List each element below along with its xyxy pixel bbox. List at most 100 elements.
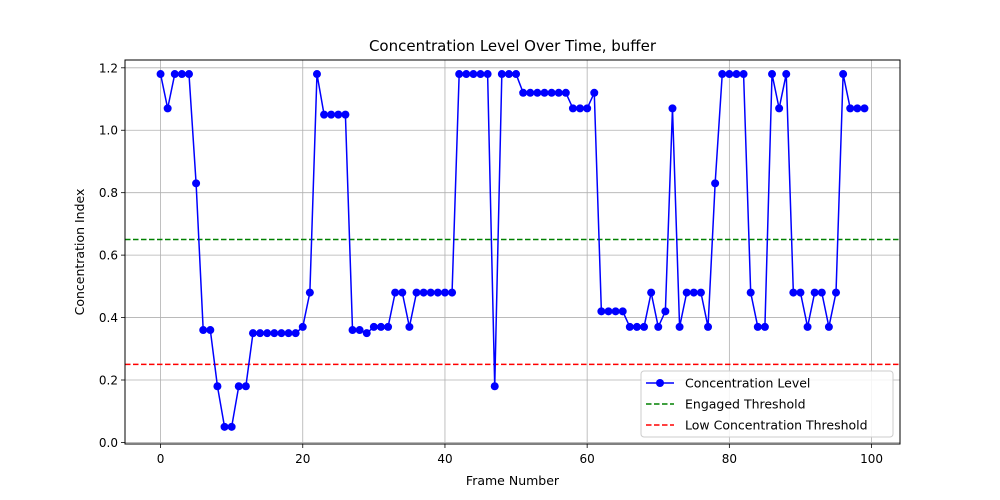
data-point bbox=[632, 322, 641, 331]
data-point bbox=[227, 422, 236, 431]
data-point bbox=[341, 110, 350, 119]
data-point bbox=[668, 104, 677, 113]
data-point bbox=[832, 288, 841, 297]
data-point bbox=[277, 329, 286, 338]
data-point bbox=[768, 70, 777, 79]
data-point bbox=[554, 88, 563, 97]
data-point bbox=[675, 322, 684, 331]
data-point bbox=[184, 70, 193, 79]
data-point bbox=[760, 322, 769, 331]
data-point bbox=[704, 322, 713, 331]
data-point bbox=[348, 326, 357, 335]
data-point bbox=[291, 329, 300, 338]
data-point bbox=[170, 70, 179, 79]
data-point bbox=[732, 70, 741, 79]
x-axis-title: Frame Number bbox=[466, 473, 560, 488]
threshold-lines bbox=[125, 238, 900, 366]
data-point bbox=[355, 326, 364, 335]
data-point bbox=[533, 88, 542, 97]
data-point bbox=[860, 104, 869, 113]
data-point bbox=[568, 104, 577, 113]
data-point bbox=[682, 288, 691, 297]
data-point bbox=[725, 70, 734, 79]
data-point bbox=[746, 288, 755, 297]
data-point bbox=[220, 422, 229, 431]
data-point bbox=[376, 322, 385, 331]
data-point bbox=[497, 70, 506, 79]
data-point bbox=[241, 382, 250, 391]
data-point bbox=[718, 70, 727, 79]
data-point bbox=[263, 329, 272, 338]
data-point bbox=[312, 70, 321, 79]
data-point bbox=[234, 382, 243, 391]
data-point bbox=[753, 322, 762, 331]
data-point bbox=[199, 326, 208, 335]
data-point bbox=[398, 288, 407, 297]
y-tick-label: 0.0 bbox=[99, 436, 118, 450]
y-axis-title: Concentration Index bbox=[72, 189, 87, 316]
grid-lines bbox=[125, 60, 900, 444]
data-point bbox=[839, 70, 848, 79]
legend-label-concentration: Concentration Level bbox=[685, 376, 810, 391]
data-point bbox=[334, 110, 343, 119]
data-point bbox=[739, 70, 748, 79]
data-point bbox=[640, 322, 649, 331]
data-point bbox=[419, 288, 428, 297]
data-point bbox=[817, 288, 826, 297]
data-point bbox=[775, 104, 784, 113]
legend-label-low: Low Concentration Threshold bbox=[685, 418, 868, 433]
data-point bbox=[789, 288, 798, 297]
data-point bbox=[597, 307, 606, 316]
data-point bbox=[391, 288, 400, 297]
data-point bbox=[583, 104, 592, 113]
data-point bbox=[384, 322, 393, 331]
data-point bbox=[213, 382, 222, 391]
data-point bbox=[611, 307, 620, 316]
x-tick-label: 0 bbox=[157, 452, 165, 466]
data-point bbox=[448, 288, 457, 297]
data-point bbox=[647, 288, 656, 297]
data-point bbox=[782, 70, 791, 79]
chart-title: Concentration Level Over Time, buffer bbox=[369, 37, 657, 55]
data-point bbox=[476, 70, 485, 79]
data-point bbox=[625, 322, 634, 331]
data-point bbox=[405, 322, 414, 331]
data-point bbox=[156, 70, 165, 79]
y-tick-label: 0.6 bbox=[99, 249, 118, 263]
data-point bbox=[689, 288, 698, 297]
data-point bbox=[547, 88, 556, 97]
data-point bbox=[305, 288, 314, 297]
data-point bbox=[803, 322, 812, 331]
x-tick-label: 60 bbox=[580, 452, 595, 466]
legend: Concentration Level Engaged Threshold Lo… bbox=[640, 370, 894, 438]
data-point bbox=[654, 322, 663, 331]
data-point bbox=[462, 70, 471, 79]
data-point bbox=[618, 307, 627, 316]
data-point bbox=[504, 70, 513, 79]
data-point bbox=[661, 307, 670, 316]
data-point bbox=[711, 179, 720, 188]
legend-box bbox=[640, 370, 894, 438]
data-point bbox=[824, 322, 833, 331]
plot-frame bbox=[124, 59, 901, 445]
data-point bbox=[853, 104, 862, 113]
x-tick-label: 100 bbox=[860, 452, 883, 466]
y-tick-label: 1.2 bbox=[99, 61, 118, 75]
y-tick-label: 1.0 bbox=[99, 124, 118, 138]
data-point bbox=[846, 104, 855, 113]
data-point bbox=[526, 88, 535, 97]
data-point bbox=[433, 288, 442, 297]
series-layer bbox=[156, 70, 869, 431]
y-tick-label: 0.2 bbox=[99, 374, 118, 388]
data-point bbox=[177, 70, 186, 79]
data-point bbox=[163, 104, 172, 113]
y-tick-label: 0.8 bbox=[99, 186, 118, 200]
data-point bbox=[810, 288, 819, 297]
x-tick-label: 20 bbox=[295, 452, 310, 466]
data-point bbox=[284, 329, 293, 338]
data-point bbox=[483, 70, 492, 79]
x-tick-label: 80 bbox=[722, 452, 737, 466]
data-point bbox=[248, 329, 257, 338]
axis-ticks: 0 20 40 60 80 100 0.0 0.2 0.4 0.6 0.8 1.0 1.2 bbox=[99, 61, 883, 466]
data-point bbox=[320, 110, 329, 119]
